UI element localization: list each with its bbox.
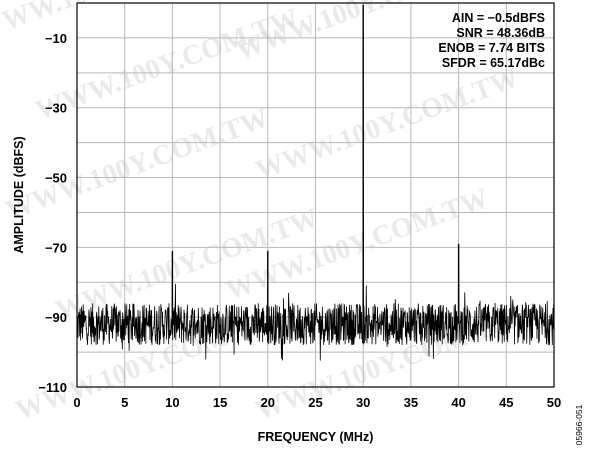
- x-tick-label: 15: [213, 395, 227, 410]
- annotation-line: SNR = 48.36dB: [456, 26, 545, 40]
- y-tick-labels: −10 −30 −50 −70 −90 −110: [38, 31, 67, 395]
- x-tick-label: 40: [451, 395, 465, 410]
- x-tick-label: 5: [121, 395, 128, 410]
- spectrum-trace: [76, 4, 555, 361]
- x-tick-label: 45: [499, 395, 513, 410]
- y-tick-label: −10: [45, 31, 67, 46]
- y-tick-label: −70: [45, 240, 67, 255]
- x-tick-label: 10: [165, 395, 179, 410]
- annotation-line: SFDR = 65.17dBc: [442, 56, 545, 70]
- figure-id: 05966-051: [574, 404, 584, 445]
- y-tick-label: −30: [45, 101, 67, 116]
- x-tick-labels: 0 5 10 15 20 25 30 35 40 45 50: [73, 395, 561, 410]
- x-tick-label: 35: [404, 395, 418, 410]
- y-axis-title: AMPLITUDE (dBFS): [12, 136, 26, 253]
- x-tick-label: 25: [308, 395, 322, 410]
- plot-frame: [76, 2, 555, 388]
- y-tick-label: −90: [45, 310, 67, 325]
- annotation-line: ENOB = 7.74 BITS: [438, 41, 545, 55]
- watermark-text: WWW.100Y.COM.TW: [252, 63, 523, 187]
- y-tick-label: −50: [45, 171, 67, 186]
- spectrum-line: [76, 4, 555, 361]
- x-tick-label: 30: [356, 395, 370, 410]
- x-tick-label: 50: [547, 395, 561, 410]
- y-tick-label: −110: [38, 380, 67, 395]
- x-tick-label: 20: [261, 395, 275, 410]
- x-tick-label: 0: [73, 395, 80, 410]
- x-axis-title: FREQUENCY (MHz): [258, 430, 374, 444]
- annotation-line: AIN = −0.5dBFS: [452, 11, 545, 25]
